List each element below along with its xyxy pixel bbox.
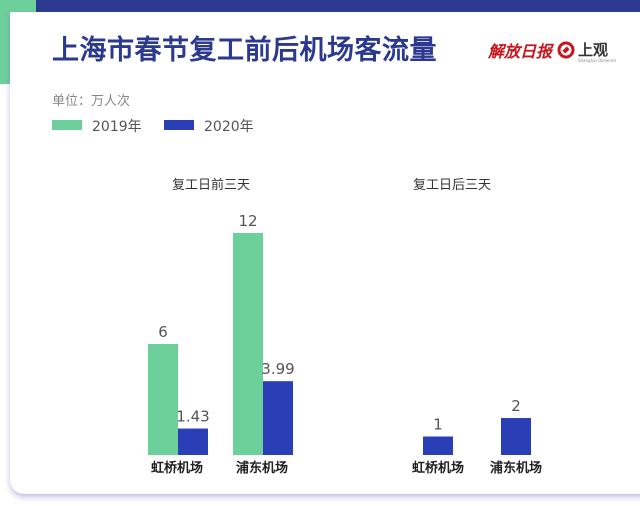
data-label-2020: 3.99 xyxy=(261,360,294,378)
group-title: 复工日前三天 xyxy=(172,177,250,193)
jiefang-daily-logo: 解放日报 xyxy=(488,42,553,61)
top-banner-band xyxy=(0,0,640,12)
bar-2020 xyxy=(501,418,531,455)
shangguan-logo-subtext: Shanghai Observer xyxy=(578,58,617,63)
legend-label-2019: 2019年 xyxy=(92,119,142,135)
legend-swatch-2020 xyxy=(164,120,194,130)
data-label-2020: 1 xyxy=(433,416,443,434)
data-label-2020: 1.43 xyxy=(176,408,209,426)
shangguan-logo-text: 上观 xyxy=(578,41,609,59)
data-label-2019: 6 xyxy=(158,323,168,341)
bar-2019 xyxy=(233,233,263,455)
chart-title: 上海市春节复工前后机场客流量 xyxy=(52,35,437,66)
category-label: 浦东机场 xyxy=(236,460,288,476)
bar-2020 xyxy=(178,428,208,455)
data-label-2020: 2 xyxy=(511,397,521,415)
bar-2020 xyxy=(423,436,453,455)
category-label: 虹桥机场 xyxy=(412,460,464,476)
legend-label-2020: 2020年 xyxy=(204,119,254,135)
category-label: 虹桥机场 xyxy=(151,460,203,476)
group-title: 复工日后三天 xyxy=(413,178,491,193)
bar-2019 xyxy=(148,344,178,455)
chart-card xyxy=(10,12,640,494)
shangguan-logo: 上观 Shanghai Observer xyxy=(556,40,626,70)
category-label: 浦东机场 xyxy=(490,460,542,476)
shangguan-logo-icon xyxy=(557,41,575,59)
legend-swatch-2019 xyxy=(52,120,82,130)
data-label-2019: 12 xyxy=(238,212,257,230)
bar-2020 xyxy=(263,381,293,455)
unit-label: 单位：万人次 xyxy=(52,94,131,109)
